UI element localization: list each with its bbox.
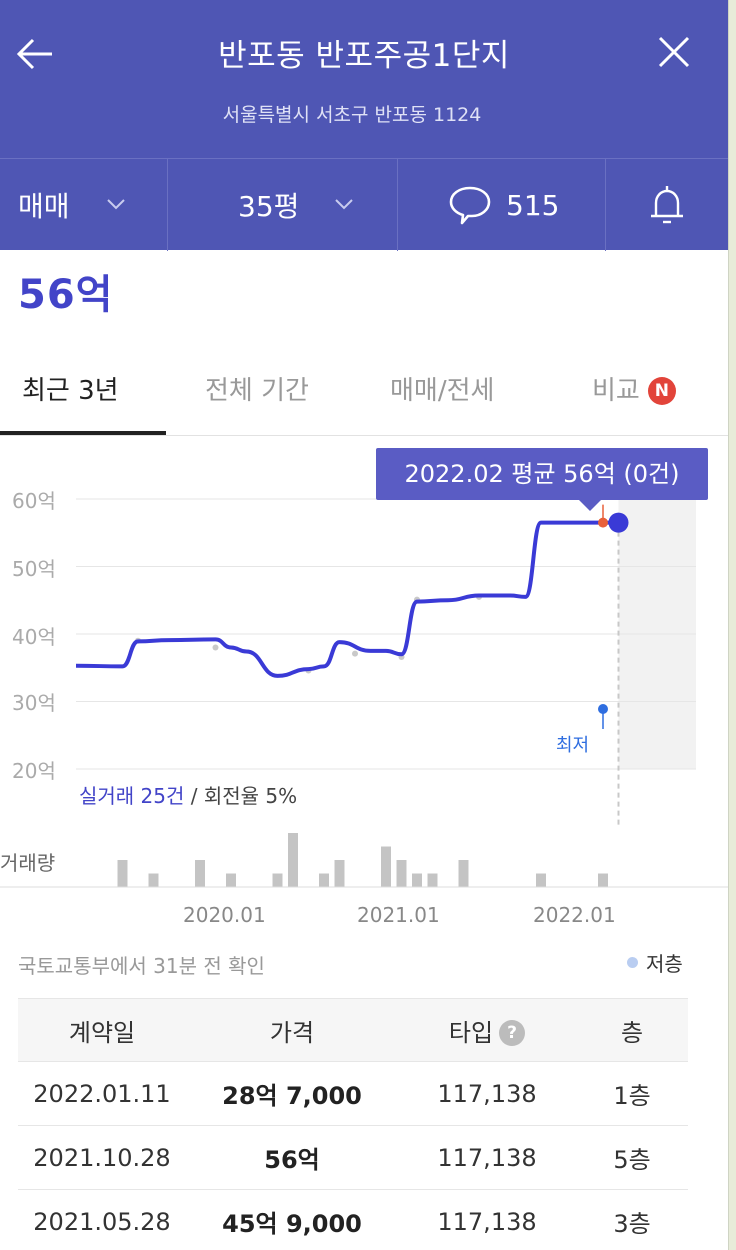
arrow-left-icon bbox=[16, 38, 52, 70]
close-icon bbox=[658, 36, 690, 68]
deals-summary: 실거래 25건 / 회전율 5% bbox=[79, 780, 297, 809]
update-status: 국토교통부에서 31분 전 확인 bbox=[18, 954, 265, 978]
y-tick-label: 30억 bbox=[12, 691, 56, 715]
size-label: 35평 bbox=[238, 190, 300, 223]
x-tick-label: 2020.01 bbox=[183, 903, 266, 927]
tab-compare-label: 비교 bbox=[592, 376, 640, 406]
col-header-type-label: 타입 bbox=[448, 1018, 494, 1047]
contract-date: 2021.10.28 bbox=[33, 1143, 171, 1172]
y-tick-label: 40억 bbox=[12, 625, 56, 649]
tooltip-arrow bbox=[578, 499, 602, 511]
price-chart[interactable]: 2022.02 평균 56억 (0건) 60억 50억 40억 30억 20억 … bbox=[0, 437, 728, 927]
unit-type: 117,138 bbox=[437, 1079, 537, 1108]
chart-tooltip: 2022.02 평균 56억 (0건) bbox=[376, 448, 708, 500]
floor: 1층 bbox=[613, 1082, 651, 1110]
volume-bar bbox=[536, 873, 546, 887]
tab-sale-jeonse[interactable]: 매매/전세 bbox=[390, 376, 495, 406]
bell-icon bbox=[651, 186, 683, 224]
low-floor-legend: 저층 bbox=[627, 948, 683, 977]
low-floor-legend-label: 저층 bbox=[646, 952, 683, 976]
comment-count: 515 bbox=[506, 188, 560, 222]
price-line bbox=[75, 520, 619, 678]
chevron-down-icon bbox=[335, 199, 353, 210]
background-map-strip bbox=[728, 0, 736, 1250]
volume-bar bbox=[334, 860, 345, 887]
floor: 5층 bbox=[613, 1146, 651, 1174]
contract-date: 2022.01.11 bbox=[33, 1079, 171, 1108]
active-tab-indicator bbox=[0, 431, 166, 435]
volume-bar bbox=[195, 860, 205, 887]
alarm-button[interactable] bbox=[606, 159, 728, 251]
x-tick-label: 2022.01 bbox=[533, 903, 616, 927]
volume-bar bbox=[117, 860, 128, 887]
volume-bar bbox=[319, 873, 329, 887]
deals-count: 실거래 25건 bbox=[79, 784, 185, 808]
trade-type-dropdown[interactable]: 매매 bbox=[0, 159, 168, 251]
new-badge: N bbox=[647, 377, 676, 405]
deal-price: 45억 9,000 bbox=[222, 1210, 362, 1238]
contract-date: 2021.05.28 bbox=[33, 1207, 171, 1236]
volume-bar bbox=[396, 860, 407, 887]
size-dropdown[interactable]: 35평 bbox=[168, 159, 398, 251]
min-price-label: 최저 bbox=[556, 735, 590, 756]
col-header-date: 계약일 bbox=[68, 1018, 136, 1047]
table-row[interactable]: 2021.05.28 45억 9,000 117,138 3층 bbox=[18, 1190, 688, 1250]
col-header-price: 가격 bbox=[269, 1018, 315, 1047]
table-header: 계약일 가격 타입? 층 bbox=[18, 998, 688, 1062]
transactions-table: 계약일 가격 타입? 층 2022.01.11 28억 7,000 117,13… bbox=[18, 998, 688, 1250]
volume-bar bbox=[148, 873, 159, 887]
page-title: 반포동 반포주공1단지 bbox=[218, 38, 510, 74]
x-tick-label: 2021.01 bbox=[357, 903, 440, 927]
min-marker-dot bbox=[598, 704, 608, 714]
y-tick-label: 50억 bbox=[12, 557, 56, 581]
current-price: 56억 bbox=[18, 272, 114, 318]
table-row[interactable]: 2022.01.11 28억 7,000 117,138 1층 bbox=[18, 1062, 688, 1126]
deal-price: 28억 7,000 bbox=[222, 1082, 362, 1110]
volume-bar bbox=[412, 873, 422, 887]
volume-bar bbox=[598, 873, 608, 887]
chevron-down-icon bbox=[107, 199, 125, 210]
tab-all-period[interactable]: 전체 기간 bbox=[205, 376, 309, 406]
volume-bar bbox=[458, 860, 469, 887]
address: 서울특별시 서초구 반포동 1124 bbox=[222, 104, 482, 126]
comments-button[interactable]: 515 bbox=[398, 159, 606, 251]
trade-type-label: 매매 bbox=[18, 190, 70, 223]
table-row[interactable]: 2021.10.28 56억 117,138 5층 bbox=[18, 1126, 688, 1190]
y-tick-label: 60억 bbox=[12, 489, 56, 513]
col-header-type: 타입? bbox=[398, 1013, 576, 1048]
volume-bar bbox=[427, 873, 438, 887]
volume-bar bbox=[381, 846, 391, 887]
help-icon[interactable]: ? bbox=[499, 1019, 526, 1046]
chart-canvas bbox=[0, 491, 728, 888]
unit-type: 117,138 bbox=[437, 1143, 537, 1172]
header: 반포동 반포주공1단지 서울특별시 서초구 반포동 1124 bbox=[0, 0, 728, 158]
deal-price: 56억 bbox=[264, 1146, 320, 1174]
highlight-point bbox=[608, 512, 629, 533]
tab-recent-3-years[interactable]: 최근 3년 bbox=[22, 376, 119, 406]
volume-bar bbox=[288, 833, 298, 887]
floor: 3층 bbox=[613, 1210, 651, 1238]
volume-label: 거래량 bbox=[0, 851, 56, 875]
volume-bar bbox=[272, 873, 283, 887]
close-button[interactable] bbox=[654, 32, 694, 72]
deal-point bbox=[352, 650, 358, 657]
info-row: 국토교통부에서 31분 전 확인 저층 bbox=[0, 946, 728, 986]
turnover-rate: / 회전율 5% bbox=[184, 784, 298, 808]
tab-compare[interactable]: 비교 N bbox=[592, 370, 676, 407]
unit-type: 117,138 bbox=[437, 1207, 537, 1236]
filter-bar: 매매 35평 515 bbox=[0, 158, 728, 251]
volume-bar bbox=[226, 873, 236, 887]
speech-bubble-icon bbox=[449, 186, 491, 225]
y-tick-label: 20억 bbox=[12, 759, 56, 783]
period-tabs: 최근 3년 전체 기간 매매/전세 비교 N bbox=[0, 340, 728, 436]
col-header-floor: 층 bbox=[620, 1018, 644, 1047]
future-region bbox=[618, 491, 696, 769]
back-button[interactable] bbox=[14, 32, 58, 76]
deal-point bbox=[212, 644, 219, 651]
low-floor-dot bbox=[627, 957, 638, 968]
high-marker-dot bbox=[598, 517, 608, 528]
